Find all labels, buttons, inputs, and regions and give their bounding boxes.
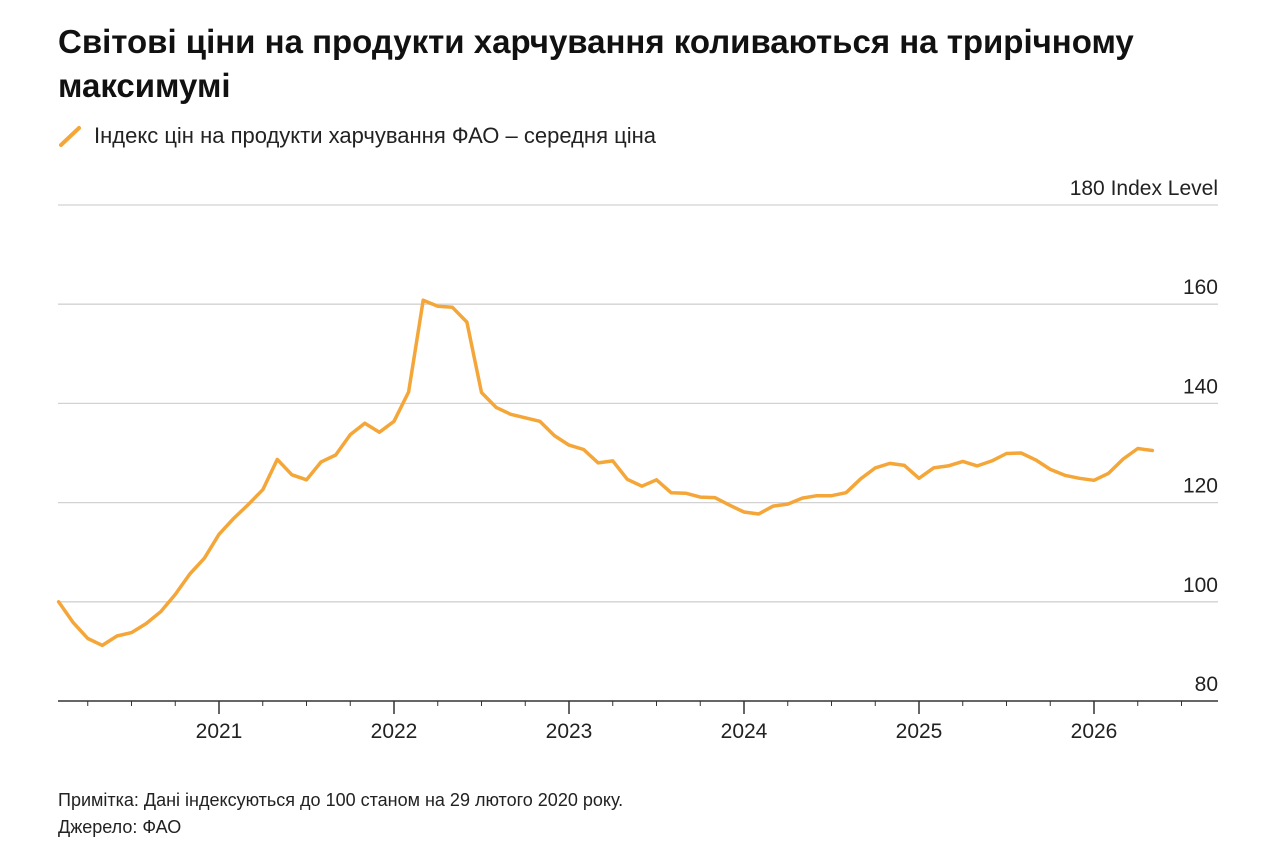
x-tick-label: 2025 xyxy=(896,720,943,743)
source-note: Джерело: ФАО xyxy=(58,817,182,837)
y-tick-label: 100 xyxy=(1183,574,1218,597)
x-tick-label: 2022 xyxy=(371,720,418,743)
y-axis-labels: 80 100 120 140 160 180 Index Level xyxy=(1070,177,1218,696)
x-axis-labels: 2021 2022 2023 2024 2025 2026 xyxy=(196,720,1118,743)
x-axis xyxy=(58,700,1218,714)
series-line xyxy=(56,298,1155,648)
y-tick-label: 140 xyxy=(1183,375,1218,398)
y-tick-label: 120 xyxy=(1183,475,1218,498)
y-tick-label: 80 xyxy=(1195,673,1218,696)
gridlines xyxy=(58,204,1218,603)
x-tick-label: 2021 xyxy=(196,720,243,743)
legend-label: Індекс цін на продукти харчування ФАО – … xyxy=(94,123,656,148)
x-tick-label: 2026 xyxy=(1071,720,1118,743)
y-tick-label: 160 xyxy=(1183,276,1218,299)
legend-line-swatch-icon xyxy=(59,126,81,147)
y-tick-label: 180 Index Level xyxy=(1070,177,1218,200)
x-tick-label: 2023 xyxy=(546,720,593,743)
footer: Примітка: Дані індексуються до 100 стано… xyxy=(58,787,623,841)
series-lines xyxy=(56,298,1155,648)
x-tick-label: 2024 xyxy=(721,720,768,743)
legend: Індекс цін на продукти харчування ФАО – … xyxy=(58,120,656,152)
footnote: Примітка: Дані індексуються до 100 стано… xyxy=(58,790,624,810)
chart-title: Світові ціни на продукти харчування коли… xyxy=(58,23,1134,104)
